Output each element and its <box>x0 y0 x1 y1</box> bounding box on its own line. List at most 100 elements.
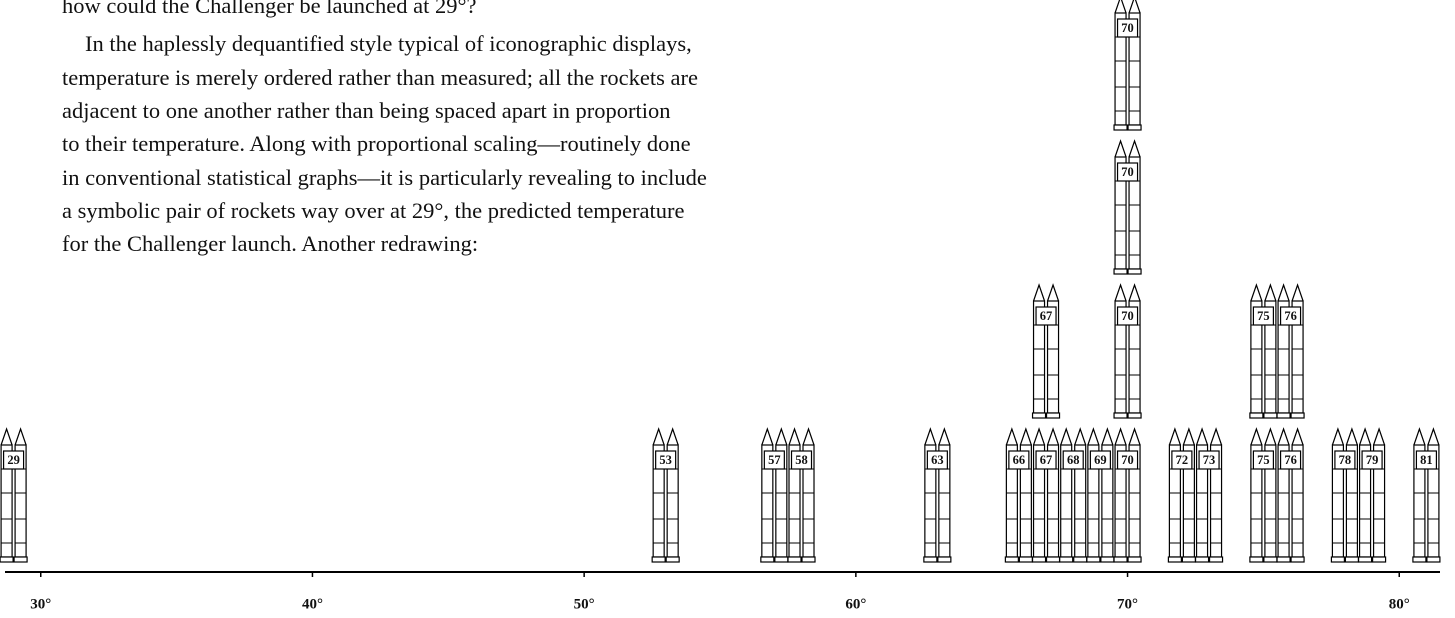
rocket-foot <box>1128 269 1141 274</box>
rocket-label: 70 <box>1121 309 1134 323</box>
rocket-pair: 53 <box>652 429 679 562</box>
rocket-nose <box>1265 285 1276 301</box>
rocket-nose <box>1278 429 1289 445</box>
rocket-nose <box>1061 429 1072 445</box>
rocket-nose <box>667 429 678 445</box>
rocket-nose <box>789 429 800 445</box>
rocket-pair: 75 <box>1250 285 1277 418</box>
rocket-nose <box>776 429 787 445</box>
rocket-label: 70 <box>1121 165 1134 179</box>
rocket-pair: 70 <box>1114 285 1141 418</box>
rocket-foot <box>0 557 13 562</box>
rocket-pair: 58 <box>788 429 815 562</box>
rocket-foot <box>1345 557 1358 562</box>
rocket-foot <box>1033 413 1046 418</box>
rocket-foot <box>1291 557 1304 562</box>
paragraph-line: In the haplessly dequantified style typi… <box>85 31 692 56</box>
rocket-nose <box>1251 429 1262 445</box>
rocket-foot <box>1277 413 1290 418</box>
rocket-nose <box>1251 285 1262 301</box>
rocket-nose <box>1115 285 1126 301</box>
rocket-foot <box>775 557 788 562</box>
rocket-nose <box>1088 429 1099 445</box>
rocket-foot <box>1264 413 1277 418</box>
rocket-pair: 57 <box>761 429 788 562</box>
paragraph-line: a symbolic pair of rockets way over at 2… <box>62 198 685 223</box>
rocket-foot <box>1250 413 1263 418</box>
x-tick-label: 50° <box>574 596 595 612</box>
rocket-nose <box>1129 141 1140 157</box>
rocket-nose <box>1115 141 1126 157</box>
rocket-label: 29 <box>7 453 20 467</box>
rocket-label: 67 <box>1040 453 1053 467</box>
rocket-nose <box>1197 429 1208 445</box>
rocket-foot <box>1210 557 1223 562</box>
rocket-pair: 70 <box>1114 429 1141 562</box>
rocket-nose <box>1292 429 1303 445</box>
rocket-foot <box>1114 557 1127 562</box>
rocket-foot <box>1250 557 1263 562</box>
rocket-label: 78 <box>1339 453 1352 467</box>
rocket-foot <box>1128 557 1141 562</box>
figure: how could the Challenger be launched at … <box>0 0 1455 618</box>
x-tick-label: 30° <box>30 596 51 612</box>
rocket-foot <box>1359 557 1372 562</box>
rocket-label: 57 <box>768 453 781 467</box>
rocket-nose <box>1115 0 1126 13</box>
rocket-foot <box>1101 557 1114 562</box>
paragraph-line: temperature is merely ordered rather tha… <box>62 65 698 90</box>
rocket-pair: 29 <box>0 429 27 562</box>
rocket-nose <box>1428 429 1439 445</box>
rocket-nose <box>1346 429 1357 445</box>
rocket-pair: 76 <box>1277 285 1304 418</box>
rocket-foot <box>1087 557 1100 562</box>
rocket-foot <box>938 557 951 562</box>
rocket-label: 53 <box>659 453 672 467</box>
rocket-nose <box>925 429 936 445</box>
rocket-label: 70 <box>1121 453 1134 467</box>
rocket-label: 67 <box>1040 309 1053 323</box>
rocket-foot <box>1005 557 1018 562</box>
x-tick-label: 70° <box>1117 596 1138 612</box>
rocket-foot <box>1331 557 1344 562</box>
rocket-label: 76 <box>1284 453 1297 467</box>
rocket-foot <box>1114 413 1127 418</box>
rocket-nose <box>1374 429 1385 445</box>
rocket-nose <box>762 429 773 445</box>
rocket-nose <box>1006 429 1017 445</box>
rocket-nose <box>1129 0 1140 13</box>
rocket-label: 81 <box>1420 453 1433 467</box>
rocket-foot <box>1114 125 1127 130</box>
rocket-foot <box>1060 557 1073 562</box>
rocket-label: 69 <box>1094 453 1107 467</box>
rocket-nose <box>1278 285 1289 301</box>
rocket-foot <box>924 557 937 562</box>
rocket-nose <box>15 429 26 445</box>
rocket-foot <box>802 557 815 562</box>
rocket-pair: 67 <box>1033 429 1060 562</box>
rocket-pair: 67 <box>1033 285 1060 418</box>
rocket-pair: 69 <box>1087 429 1114 562</box>
rocket-foot <box>1413 557 1426 562</box>
rocket-foot <box>1182 557 1195 562</box>
rocket-nose <box>1211 429 1222 445</box>
paragraph-line: how could the Challenger be launched at … <box>62 0 476 18</box>
x-tick-label: 80° <box>1389 596 1410 612</box>
rocket-foot <box>1047 557 1060 562</box>
x-tick-label: 40° <box>302 596 323 612</box>
rocket-nose <box>1034 285 1045 301</box>
rocket-nose <box>1020 429 1031 445</box>
rocket-foot <box>14 557 27 562</box>
rocket-label: 79 <box>1366 453 1379 467</box>
rocket-label: 63 <box>931 453 944 467</box>
rocket-foot <box>1114 269 1127 274</box>
rocket-label: 76 <box>1284 309 1297 323</box>
x-tick-label: 60° <box>845 596 866 612</box>
rocket-foot <box>1047 413 1060 418</box>
rocket-label: 72 <box>1176 453 1189 467</box>
rocket-label: 70 <box>1121 21 1134 35</box>
rocket-foot <box>788 557 801 562</box>
rocket-nose <box>1292 285 1303 301</box>
rocket-foot <box>1128 413 1141 418</box>
rocket-foot <box>1277 557 1290 562</box>
